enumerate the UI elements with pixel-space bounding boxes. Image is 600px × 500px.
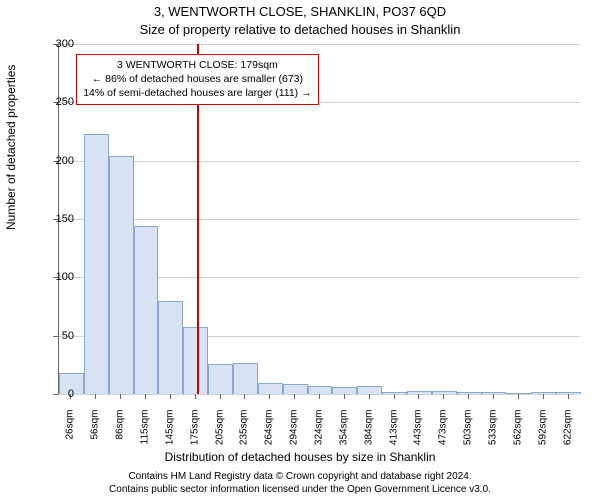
x-tick-label: 145sqm: [164, 410, 175, 454]
histogram-bar: [308, 386, 333, 394]
x-tick-label: 413sqm: [388, 410, 399, 454]
x-axis-label: Distribution of detached houses by size …: [0, 450, 600, 464]
x-tick-label: 443sqm: [413, 410, 424, 454]
x-tick-mark: [568, 394, 569, 399]
y-tick-label: 150: [44, 213, 74, 225]
x-tick-label: 26sqm: [65, 410, 76, 454]
histogram-bar: [183, 327, 208, 395]
x-tick-mark: [394, 394, 395, 399]
x-tick-mark: [344, 394, 345, 399]
x-tick-label: 354sqm: [338, 410, 349, 454]
histogram-bar: [357, 386, 382, 394]
histogram-bar: [332, 387, 357, 394]
callout-line1: 3 WENTWORTH CLOSE: 179sqm: [83, 58, 311, 72]
x-tick-mark: [269, 394, 270, 399]
x-tick-mark: [294, 394, 295, 399]
chart-page: 3, WENTWORTH CLOSE, SHANKLIN, PO37 6QD S…: [0, 0, 600, 500]
gridline: [58, 161, 580, 162]
y-tick-label: 200: [44, 155, 74, 167]
x-tick-mark: [145, 394, 146, 399]
callout-line2: ← 86% of detached houses are smaller (67…: [83, 72, 311, 86]
x-tick-label: 56sqm: [90, 410, 101, 454]
footer-line1: Contains HM Land Registry data © Crown c…: [0, 471, 600, 484]
x-tick-mark: [170, 394, 171, 399]
histogram-bar: [109, 156, 134, 394]
x-tick-label: 622sqm: [562, 410, 573, 454]
x-tick-label: 324sqm: [314, 410, 325, 454]
y-tick-label: 250: [44, 96, 74, 108]
x-tick-mark: [220, 394, 221, 399]
x-tick-label: 205sqm: [214, 410, 225, 454]
histogram-bar: [84, 134, 109, 394]
x-tick-label: 384sqm: [363, 410, 374, 454]
plot-area: 26sqm56sqm86sqm115sqm145sqm175sqm205sqm2…: [58, 44, 580, 394]
histogram-bar: [233, 363, 258, 394]
histogram-bar: [506, 393, 531, 394]
x-tick-mark: [443, 394, 444, 399]
x-tick-label: 294sqm: [289, 410, 300, 454]
y-tick-label: 300: [44, 38, 74, 50]
x-tick-label: 562sqm: [512, 410, 523, 454]
x-tick-label: 592sqm: [537, 410, 548, 454]
x-tick-mark: [195, 394, 196, 399]
x-tick-label: 473sqm: [438, 410, 449, 454]
x-tick-mark: [543, 394, 544, 399]
histogram-bar: [208, 364, 233, 394]
histogram-bar: [158, 301, 183, 394]
page-title-line2: Size of property relative to detached ho…: [0, 22, 600, 37]
x-tick-mark: [319, 394, 320, 399]
x-tick-label: 235sqm: [239, 410, 250, 454]
y-tick-label: 50: [44, 330, 74, 342]
y-axis-label: Number of detached properties: [4, 65, 18, 230]
x-tick-label: 175sqm: [189, 410, 200, 454]
histogram-bar: [258, 383, 283, 395]
x-tick-label: 533sqm: [488, 410, 499, 454]
x-tick-label: 264sqm: [264, 410, 275, 454]
page-title-line1: 3, WENTWORTH CLOSE, SHANKLIN, PO37 6QD: [0, 4, 600, 19]
x-tick-mark: [120, 394, 121, 399]
y-tick-label: 100: [44, 271, 74, 283]
x-tick-mark: [369, 394, 370, 399]
gridline: [58, 44, 580, 45]
x-tick-mark: [493, 394, 494, 399]
histogram-bar: [283, 384, 308, 394]
x-tick-label: 115sqm: [140, 410, 151, 454]
x-tick-mark: [518, 394, 519, 399]
x-tick-mark: [95, 394, 96, 399]
callout-line3: 14% of semi-detached houses are larger (…: [83, 86, 311, 100]
x-tick-mark: [418, 394, 419, 399]
x-tick-mark: [468, 394, 469, 399]
histogram-bar: [134, 226, 159, 394]
gridline: [58, 219, 580, 220]
attribution-footer: Contains HM Land Registry data © Crown c…: [0, 471, 600, 496]
callout-box: 3 WENTWORTH CLOSE: 179sqm← 86% of detach…: [76, 54, 318, 105]
y-tick-label: 0: [44, 388, 74, 400]
x-tick-label: 86sqm: [115, 410, 126, 454]
footer-line2: Contains public sector information licen…: [0, 484, 600, 497]
x-tick-mark: [244, 394, 245, 399]
x-tick-label: 503sqm: [463, 410, 474, 454]
